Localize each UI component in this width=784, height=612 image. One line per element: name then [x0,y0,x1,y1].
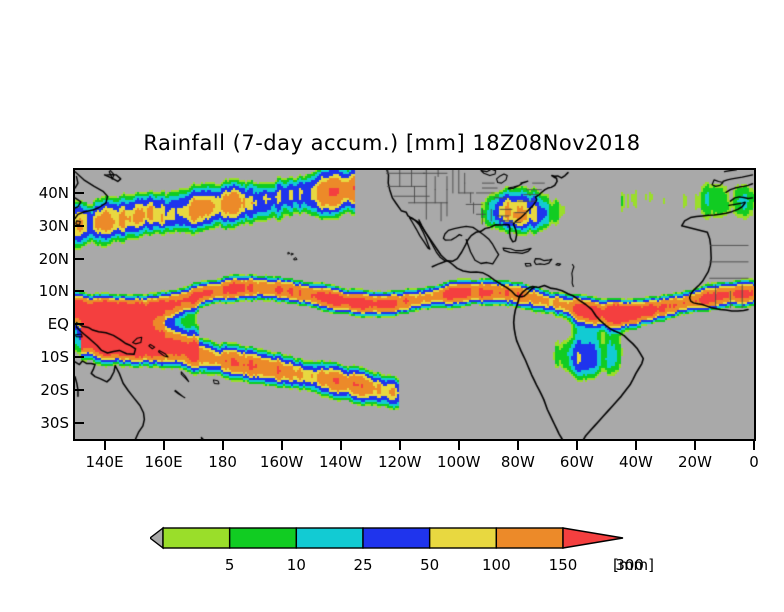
longitude-tick-label-100w: 100W [437,453,481,471]
longitude-tick-label-20w: 20W [677,453,712,471]
longitude-tick-mark [516,441,519,450]
latitude-tick-mark [75,290,84,293]
rainfall-raster [75,170,754,439]
colorbar-tick-label-150: 150 [548,556,578,574]
colorbar-tick-label-300: 300 [615,556,644,574]
longitude-tick-mark [753,441,755,450]
latitude-tick-label-eq: EQ [47,315,69,334]
longitude-tick-label-160w: 160W [259,453,304,471]
colorbar-tick-label-100: 100 [482,556,511,574]
longitude-tick-mark [339,441,342,450]
colorbar-unit-label: [mm] [613,556,654,574]
figure-title: Rainfall (7-day accum.) [mm] 18Z08Nov201… [143,131,641,155]
latitude-tick-mark [75,323,84,326]
colorbar: [mm] 5 10 25 50 100 150 300 [150,520,670,580]
longitude-tick-label-0: 0 [749,453,759,471]
longitude-tick-label-120w: 120W [378,453,422,471]
longitude-tick-mark [103,441,106,450]
latitude-tick-label-30n: 30N [38,216,69,235]
longitude-tick-mark [457,441,460,450]
colorbar-tick-label-10: 10 [286,556,306,574]
latitude-tick-label-20s: 20S [40,380,69,399]
longitude-tick-label-80w: 80W [500,453,535,471]
longitude-tick-mark [575,441,578,450]
longitude-tick-mark [280,441,283,450]
longitude-tick-mark [398,441,401,450]
longitude-tick-label-40w: 40W [618,453,653,471]
colorbar-tick-label-5: 5 [224,556,235,574]
latitude-tick-label-10n: 10N [38,282,69,301]
colorbar-tick-label-50: 50 [420,556,440,574]
longitude-tick-label-180: 180 [208,453,237,471]
latitude-tick-mark [75,355,84,358]
latitude-tick-label-30s: 30S [40,413,69,432]
colorbar-swatches [150,526,624,550]
map-plot-area [73,168,756,441]
longitude-tick-label-140w: 140W [318,453,363,471]
longitude-tick-mark [221,441,224,450]
latitude-tick-mark [75,257,84,260]
latitude-tick-mark [75,224,84,227]
longitude-tick-label-60w: 60W [559,453,594,471]
longitude-tick-mark [693,441,696,450]
latitude-axis: 40N 30N 20N 10N EQ 10S 20S 30S [12,168,84,441]
longitude-tick-label-160e: 160E [144,453,183,471]
latitude-tick-label-20n: 20N [38,249,69,268]
colorbar-tick-label-25: 25 [353,556,373,574]
latitude-tick-mark [75,388,84,391]
longitude-tick-label-140e: 140E [85,453,124,471]
longitude-tick-mark [162,441,165,450]
latitude-tick-mark [75,421,84,424]
longitude-tick-mark [634,441,637,450]
latitude-tick-label-40n: 40N [38,183,69,202]
latitude-tick-label-10s: 10S [40,347,69,366]
latitude-tick-mark [75,191,84,194]
longitude-axis: 140E 160E 180 160W 140W 120W 100W 80W 60W 40W 20W 0 [73,441,759,475]
